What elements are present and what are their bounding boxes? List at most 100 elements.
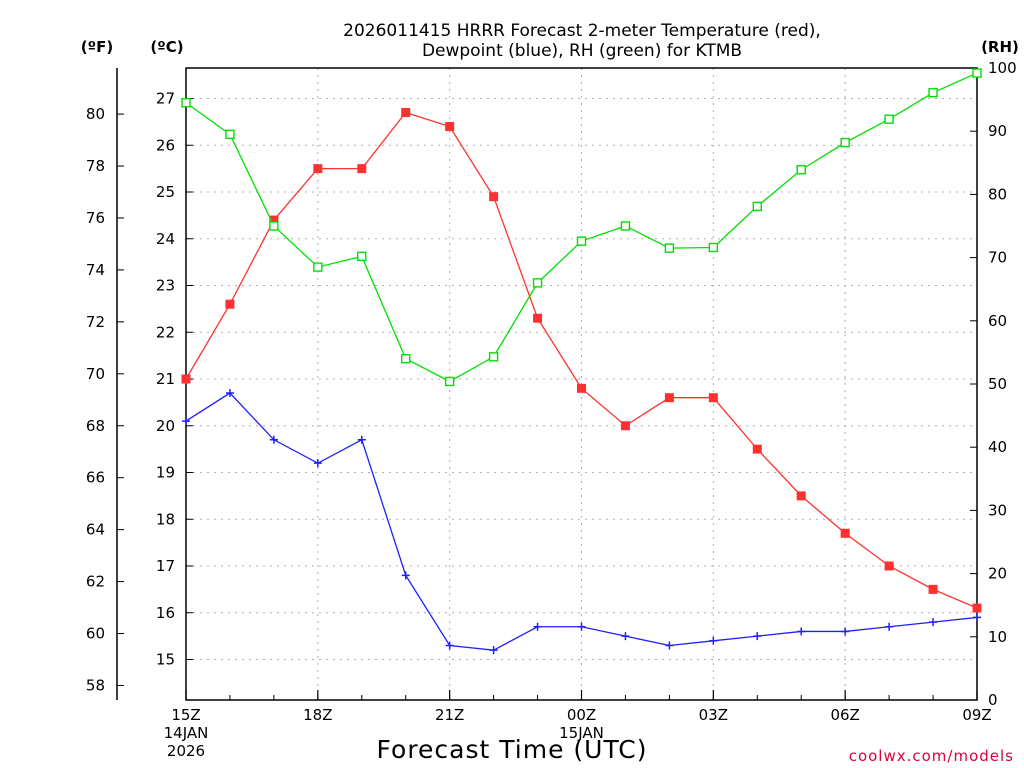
fahrenheit-tick-label: 58 [86,676,105,694]
dewpoint-series-point [313,459,322,468]
x-tick-label: 03Z [699,706,728,724]
rh-tick-label: 30 [988,501,1007,519]
celsius-tick-label: 22 [156,323,175,341]
x-date-label-line: 2026 [167,742,205,760]
rh-series-point [532,278,543,288]
temperature-series-point [884,561,894,571]
rh-series-point [972,68,982,78]
temperature-series-point [928,584,938,594]
rh-series-point [444,376,455,387]
dewpoint-series-point [533,622,542,631]
x-tick-label: 09Z [962,706,991,724]
fahrenheit-tick-label: 80 [86,105,105,123]
rh-series-point [269,221,279,231]
fahrenheit-tick-label: 62 [86,573,105,591]
chart-title-line-1: 2026011415 HRRR Forecast 2-meter Tempera… [343,21,821,41]
fahrenheit-tick-label: 70 [86,365,105,383]
temperature-series-point [664,393,674,403]
celsius-tick-label: 15 [156,651,175,669]
dewpoint-series-point [445,641,454,650]
dewpoint-series-point [182,417,190,426]
temperature-series-point [577,383,586,393]
x-tick-label: 18Z [303,706,332,724]
rh-series-point [884,114,894,124]
fahrenheit-tick-label: 60 [86,625,105,643]
temperature-series-point [489,192,499,202]
x-date-label-line: 15Z [171,706,200,724]
credit-text: coolwx.com/models [849,747,1014,765]
temperature-series-point [708,393,718,403]
temperature-series-point [972,603,982,613]
rh-series-point [313,262,323,272]
rh-series-point [181,98,191,108]
fahrenheit-tick-label: 78 [86,157,105,175]
rh-tick-label: 20 [988,565,1007,583]
rh-tick-label: 10 [988,628,1007,646]
x-tick-label: 06Z [830,706,859,724]
rh-tick-label: 40 [988,438,1007,456]
celsius-tick-label: 23 [156,277,175,295]
dewpoint-series-line [185,392,978,651]
temperature-series-point [313,164,323,174]
dewpoint-series-point [665,641,674,650]
dewpoint-series-point [269,435,278,444]
rh-series-point [620,221,631,231]
x-tick-label: 21Z [435,706,464,724]
rh-series-point [576,236,587,246]
temperature-series-point [533,313,543,323]
rh-series-point [488,352,499,362]
rh-tick-label: 0 [988,691,998,709]
dewpoint-series-point [797,627,806,636]
rh-tick-label: 60 [988,312,1007,330]
rh-series-point [664,243,675,253]
dewpoint-series-point [841,627,850,636]
x-date-label-line: 14JAN [164,724,209,742]
temperature-series-point [225,299,235,309]
dewpoint-series-point [577,622,586,631]
chart-title-line-2: Dewpoint (blue), RH (green) for KTMB [422,41,742,61]
rh-series-point [796,165,806,175]
celsius-axis-head: (ºC) [150,38,183,56]
dewpoint-series-point [401,571,410,580]
dewpoint-series-point [973,613,981,622]
fahrenheit-tick-label: 76 [86,209,105,227]
x-date-label-line: 15JAN [559,724,604,742]
celsius-tick-label: 19 [156,464,175,482]
rh-series-point [708,242,719,253]
dewpoint-series-point [225,389,234,398]
fahrenheit-tick-label: 68 [86,417,105,435]
temperature-series-point [620,421,630,431]
dewpoint-series-point [753,632,762,641]
temperature-series-point [181,374,191,384]
temperature-series-line [185,111,978,609]
rh-tick-label: 80 [988,185,1007,203]
fahrenheit-tick-label: 64 [86,521,105,539]
fahrenheit-tick-label: 66 [86,469,105,487]
fahrenheit-tick-label: 72 [86,313,105,331]
temperature-series-point [445,122,455,132]
data-series [181,68,982,655]
celsius-tick-label: 27 [156,90,175,108]
dewpoint-series-point [929,618,938,627]
x-date-label-line: 00Z [567,706,596,724]
grid-lines [186,68,977,700]
dewpoint-series-point [709,636,718,645]
temperature-series-point [401,108,411,118]
x-axis-title: Forecast Time (UTC) [377,735,648,764]
rh-tick-label: 50 [988,375,1007,393]
dewpoint-series-point [489,646,498,655]
rh-tick-label: 70 [988,249,1007,267]
fahrenheit-axis-head: (ºF) [81,38,113,56]
dewpoint-series-point [621,632,630,641]
temperature-series-point [796,491,806,501]
celsius-tick-label: 24 [156,230,175,248]
celsius-tick-label: 18 [156,510,175,528]
dewpoint-series-point [357,435,366,444]
celsius-tick-label: 17 [156,557,175,575]
rh-axis-head: (RH) [981,38,1019,56]
rh-series-point [357,251,367,262]
celsius-tick-label: 16 [156,604,175,622]
celsius-tick-label: 26 [156,136,175,154]
celsius-tick-label: 20 [156,417,175,435]
